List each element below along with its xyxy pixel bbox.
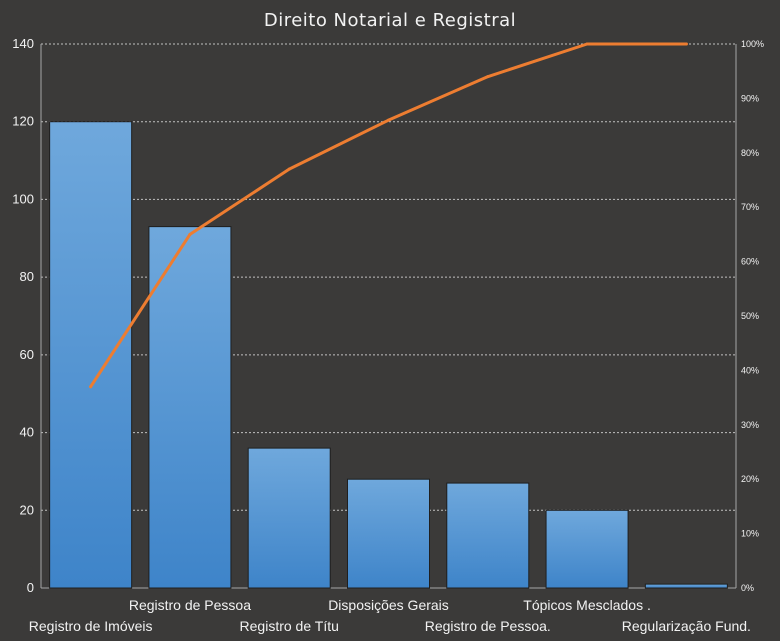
y2-tick-label: 0% [741,583,754,593]
line-point [287,167,291,171]
y2-tick-label: 30% [741,420,759,430]
x-tick-label: Registro de Pessoa. [425,618,551,634]
y2-tick-label: 20% [741,474,759,484]
line-point [486,75,490,79]
line-point [188,232,192,236]
bar [148,226,232,589]
x-tick-label: Registro de Pessoa [129,597,251,613]
x-tick-label: Disposições Gerais [328,597,449,613]
y-tick-label: 0 [27,580,34,595]
y2-tick-label: 60% [741,257,759,267]
x-tick-label: Tópicos Mesclados . [523,597,651,613]
y-tick-label: 120 [12,114,34,129]
y2-tick-label: 80% [741,148,759,158]
y-tick-label: 140 [12,36,34,51]
y-tick-label: 100 [12,191,34,206]
y-tick-label: 80 [20,269,34,284]
y2-tick-label: 40% [741,365,759,375]
line-point [387,118,390,122]
bar [347,478,430,589]
line-point [585,42,589,46]
bar [247,447,331,589]
y2-tick-label: 70% [741,202,759,212]
y-tick-label: 20 [20,502,34,517]
x-tick-label: Registro de Títu [240,618,339,634]
line-point [684,42,688,46]
bar [446,482,530,589]
y-tick-label: 60 [20,347,34,362]
y2-tick-label: 90% [741,93,759,103]
bar [644,583,728,589]
y2-tick-label: 100% [741,39,764,49]
chart-title: Direito Notarial e Registral [264,10,516,31]
line-point [89,385,93,389]
bar [49,121,133,589]
y2-tick-label: 50% [741,311,759,321]
x-tick-label: Regularização Fund. [622,618,751,634]
x-tick-label: Registro de Imóveis [29,618,153,634]
y-tick-label: 40 [20,425,34,440]
y2-tick-label: 10% [741,529,759,539]
bar [545,509,629,589]
